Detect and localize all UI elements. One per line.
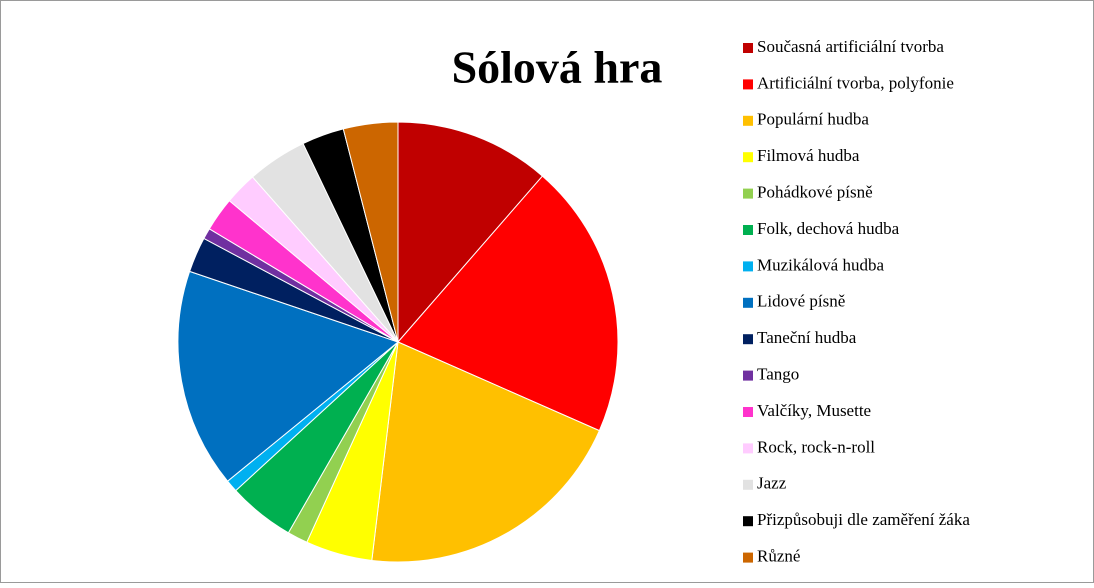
- legend-label: Valčíky, Musette: [757, 401, 871, 420]
- legend-label: Rock, rock-n-roll: [757, 437, 875, 456]
- legend-label: Muzikálová hudba: [757, 255, 884, 274]
- legend-label: Pohádkové písně: [757, 183, 873, 202]
- legend-swatch: [743, 115, 753, 126]
- legend-swatch: [743, 261, 753, 272]
- legend-swatch: [743, 225, 753, 235]
- legend-swatch: [743, 552, 753, 563]
- legend-swatch: [743, 407, 753, 417]
- legend-swatch: [743, 79, 753, 90]
- pie-slice: [397, 175, 619, 432]
- legend-swatch: [743, 479, 753, 490]
- legend-swatch: [743, 297, 753, 308]
- legend-swatch: [743, 188, 753, 199]
- pie-slice: [397, 121, 544, 344]
- legend-swatch: [743, 43, 753, 53]
- legend-label: Artificiální tvorba, polyfonie: [757, 73, 954, 92]
- legend-label: Folk, dechová hudba: [757, 219, 900, 238]
- pie-slice: [342, 121, 399, 343]
- legend-label: Tango: [757, 365, 799, 384]
- legend-swatch: [743, 370, 753, 381]
- pie-slice: [371, 341, 601, 563]
- legend-swatch: [743, 516, 753, 527]
- legend-label: Populární hudba: [757, 110, 869, 129]
- legend-label: Taneční hudba: [757, 328, 857, 347]
- legend-swatch: [743, 443, 753, 454]
- legend-swatch: [743, 334, 753, 345]
- legend-swatch: [743, 152, 753, 163]
- chart-title: Sólová hra: [452, 42, 663, 93]
- legend-label: Přizpůsobuji dle zaměření žáka: [757, 510, 970, 529]
- legend-label: Různé: [757, 547, 800, 566]
- legend-label: Lidové písně: [757, 292, 845, 311]
- legend-label: Filmová hudba: [757, 146, 860, 165]
- legend-label: Současná artificiální tvorba: [757, 37, 944, 56]
- legend-label: Jazz: [757, 474, 787, 493]
